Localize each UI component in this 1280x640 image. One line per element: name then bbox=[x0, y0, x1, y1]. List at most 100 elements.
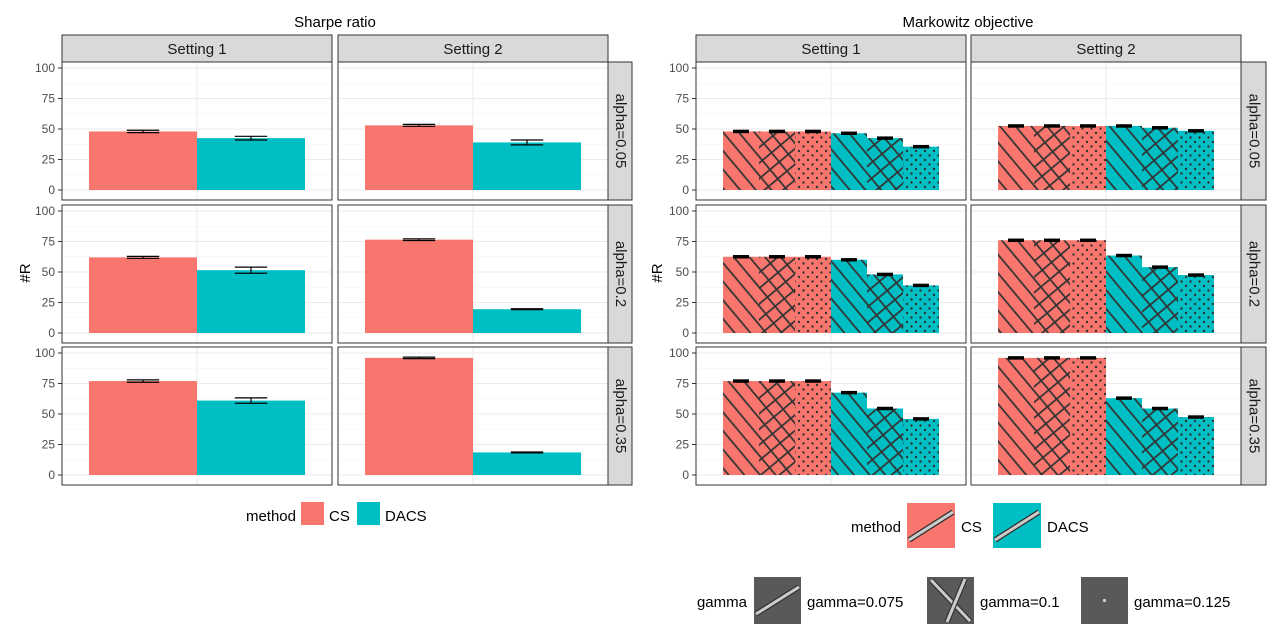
bar-pattern bbox=[759, 381, 795, 475]
y-tick-label: 100 bbox=[669, 204, 689, 218]
legend2-key-pattern bbox=[1102, 597, 1108, 603]
bar-pattern bbox=[903, 146, 939, 190]
panel bbox=[970, 204, 1242, 344]
legend-title: method bbox=[851, 519, 901, 536]
y-tick-label: 50 bbox=[42, 265, 56, 279]
panel-border bbox=[695, 61, 967, 201]
column-strip-label: Setting 2 bbox=[1076, 41, 1135, 58]
y-tick-label: 25 bbox=[676, 153, 690, 167]
y-tick-label: 0 bbox=[48, 468, 55, 482]
row-strip bbox=[1240, 204, 1267, 344]
bar-pattern bbox=[867, 138, 903, 190]
y-tick-label: 0 bbox=[682, 468, 689, 482]
panel bbox=[695, 346, 967, 486]
column-strip-label: Setting 2 bbox=[443, 41, 502, 58]
panel bbox=[61, 346, 333, 486]
bar bbox=[197, 270, 305, 333]
bar bbox=[365, 125, 473, 190]
panel-border bbox=[337, 346, 609, 486]
bar-pattern bbox=[831, 259, 867, 333]
y-tick-label: 25 bbox=[676, 296, 690, 310]
panel bbox=[695, 61, 967, 201]
bar-pattern bbox=[723, 256, 759, 333]
legend-label: CS bbox=[961, 519, 982, 536]
bar-pattern bbox=[867, 408, 903, 475]
panel bbox=[337, 61, 609, 201]
column-strip bbox=[970, 34, 1242, 63]
y-tick-label: 25 bbox=[676, 438, 690, 452]
y-tick-label: 25 bbox=[42, 438, 56, 452]
bar-pattern bbox=[1142, 127, 1178, 190]
row-strip bbox=[607, 61, 633, 201]
bar bbox=[365, 357, 473, 475]
bar-pattern bbox=[1178, 417, 1214, 475]
chart-title: Sharpe ratio bbox=[294, 14, 376, 31]
panel bbox=[970, 61, 1242, 201]
y-tick-label: 100 bbox=[669, 61, 689, 75]
y-tick-label: 0 bbox=[48, 183, 55, 197]
column-strip-label: Setting 1 bbox=[801, 41, 860, 58]
bar bbox=[197, 400, 305, 475]
row-strip-label: alpha=0.35 bbox=[612, 379, 629, 454]
panel-border bbox=[970, 346, 1242, 486]
bar-pattern bbox=[1142, 267, 1178, 333]
bar-pattern bbox=[903, 418, 939, 475]
panel bbox=[970, 346, 1242, 486]
bar-pattern bbox=[1034, 357, 1070, 475]
chart-1: Markowitz objective #R Setting 1 Setting 2 a… bbox=[649, 14, 1267, 624]
y-tick-label: 50 bbox=[676, 122, 690, 136]
column-strip bbox=[61, 34, 333, 63]
row-strip bbox=[607, 204, 633, 344]
y-tick-label: 25 bbox=[42, 296, 56, 310]
chart-title: Markowitz objective bbox=[903, 14, 1034, 31]
y-tick-label: 25 bbox=[42, 153, 56, 167]
bar-pattern bbox=[1070, 357, 1106, 475]
bar-pattern bbox=[1070, 240, 1106, 333]
legend-key-pattern bbox=[994, 510, 1040, 542]
y-tick-label: 100 bbox=[35, 204, 55, 218]
legend: method CS DACS bbox=[246, 502, 427, 525]
legend-label: DACS bbox=[385, 508, 427, 525]
bar-pattern bbox=[795, 381, 831, 475]
legend-label: CS bbox=[329, 508, 350, 525]
bar-pattern bbox=[1178, 275, 1214, 333]
legend2-key-pattern bbox=[755, 585, 800, 616]
bar-pattern bbox=[723, 131, 759, 190]
panel-border bbox=[61, 204, 333, 344]
bar-pattern bbox=[831, 133, 867, 190]
panel bbox=[337, 204, 609, 344]
bar-pattern bbox=[867, 274, 903, 333]
y-tick-label: 75 bbox=[676, 92, 690, 106]
y-tick-label: 75 bbox=[42, 92, 56, 106]
bar bbox=[197, 138, 305, 190]
y-tick-label: 75 bbox=[676, 235, 690, 249]
bar-pattern bbox=[759, 256, 795, 333]
legend2-key-pattern bbox=[945, 578, 967, 623]
row-strip-label: alpha=0.05 bbox=[612, 94, 629, 169]
y-tick-label: 75 bbox=[676, 377, 690, 391]
legend-key bbox=[357, 502, 380, 525]
legend: method CS DACS gamma gamma=0.075 gamma=0.1 gam… bbox=[697, 503, 1230, 624]
bar bbox=[89, 257, 197, 333]
y-axis-label: #R bbox=[649, 263, 666, 282]
bar-pattern bbox=[998, 125, 1034, 190]
legend2-label: gamma=0.125 bbox=[1134, 594, 1230, 611]
panel-border bbox=[695, 346, 967, 486]
legend2-key-pattern bbox=[929, 578, 972, 623]
bar-pattern bbox=[1106, 255, 1142, 333]
panel-border bbox=[970, 204, 1242, 344]
y-tick-label: 0 bbox=[682, 183, 689, 197]
row-strip-label: alpha=0.05 bbox=[1246, 94, 1263, 169]
y-tick-label: 50 bbox=[676, 265, 690, 279]
row-strip-label: alpha=0.2 bbox=[1246, 241, 1263, 307]
y-tick-label: 0 bbox=[48, 326, 55, 340]
panel-border bbox=[61, 61, 333, 201]
row-strip-label: alpha=0.2 bbox=[612, 241, 629, 307]
bar-pattern bbox=[795, 131, 831, 190]
y-axis-label: #R bbox=[17, 263, 34, 282]
y-tick-label: 50 bbox=[42, 122, 56, 136]
bar-pattern bbox=[795, 256, 831, 333]
panel-border bbox=[337, 61, 609, 201]
legend-key-pattern bbox=[908, 510, 954, 542]
